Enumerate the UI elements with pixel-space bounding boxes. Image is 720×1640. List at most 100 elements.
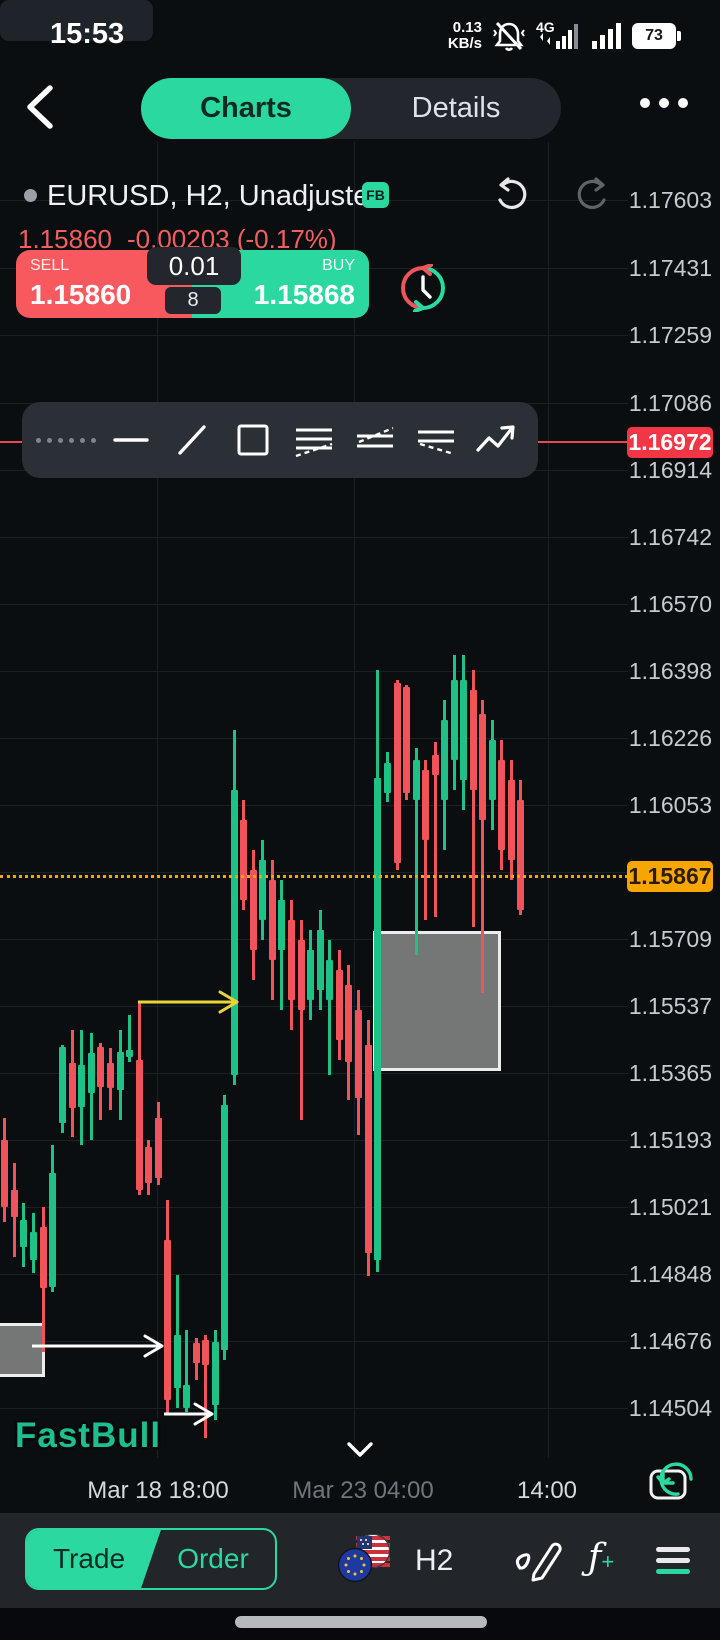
more-menu-button[interactable] <box>640 98 688 108</box>
candle-body <box>249 870 257 950</box>
candle-body <box>144 1147 152 1183</box>
h-gridline <box>0 871 628 873</box>
candle-wick <box>299 920 303 1120</box>
candle-body <box>507 780 515 860</box>
timeframe-button[interactable]: H2 <box>415 1544 454 1577</box>
h-gridline <box>0 536 628 538</box>
fb-broker-badge[interactable]: FB <box>362 182 389 208</box>
candle-body <box>440 720 448 800</box>
battery-icon: 73 <box>632 23 681 49</box>
candle-body <box>116 1052 124 1090</box>
back-button[interactable] <box>22 84 56 130</box>
lot-size-field[interactable]: 0.01 <box>147 247 241 285</box>
drag-handle[interactable] <box>36 402 96 478</box>
sell-price: 1.15860 <box>30 279 132 310</box>
candle-body <box>344 985 352 1062</box>
undo-button[interactable] <box>492 176 530 214</box>
alert-price-line <box>0 875 628 878</box>
trade-segment[interactable] <box>27 1530 161 1588</box>
signal-bars-icon <box>592 23 621 49</box>
trading-hours-clock-icon[interactable] <box>399 264 447 312</box>
symbol-status-dot <box>24 189 37 202</box>
h-gridline <box>0 670 628 672</box>
zigzag-trend-tool[interactable] <box>471 402 524 478</box>
sell-label: SELL <box>30 257 70 274</box>
h-gridline <box>0 1206 628 1208</box>
candle-body <box>268 880 276 960</box>
status-icons: 0.13 KB/s 4G 73 <box>448 16 681 56</box>
trade-button[interactable]: Trade <box>52 1543 126 1574</box>
candle-body <box>287 920 295 1000</box>
order-button[interactable]: Order <box>177 1543 249 1574</box>
h-gridline <box>0 199 628 201</box>
candle-body <box>163 1240 171 1400</box>
price-axis-label: 1.15537 <box>628 993 712 1019</box>
candle-body <box>29 1232 37 1260</box>
price-axis-label: 1.17086 <box>628 390 712 416</box>
candle-body <box>306 950 314 1000</box>
price-axis-label: 1.15365 <box>628 1060 712 1086</box>
h-gridline <box>0 1139 628 1141</box>
drawn-rectangle-annotation <box>0 1323 45 1377</box>
current-price-label: 1.16972 <box>627 427 713 458</box>
candle-body <box>402 687 410 793</box>
candle-body <box>431 755 439 775</box>
price-axis-label: 1.17431 <box>628 255 712 281</box>
candle-wick <box>184 1330 188 1412</box>
horizontal-line-tool[interactable] <box>104 402 157 478</box>
candle-body <box>335 970 343 1040</box>
candle-body <box>297 940 305 1010</box>
price-axis-label: 1.16570 <box>628 591 712 617</box>
last-price: 1.15860 <box>18 224 112 254</box>
candle-wick <box>414 748 418 955</box>
rectangle-tool[interactable] <box>226 402 279 478</box>
redo-button[interactable] <box>574 176 612 214</box>
eurusd-pair-flags-icon <box>337 1534 390 1583</box>
candle-body <box>211 1342 219 1405</box>
candle-body <box>0 1140 8 1207</box>
add-indicator-button[interactable]: ƒ+ <box>588 1537 615 1578</box>
price-axis-label: 1.14848 <box>628 1261 712 1287</box>
tab-details[interactable]: Details <box>411 92 501 124</box>
candle-wick <box>433 742 437 917</box>
v-gridline <box>354 142 355 1458</box>
price-axis-label: 1.16053 <box>628 792 712 818</box>
reset-chart-view-button[interactable] <box>645 1457 697 1507</box>
rising-channel-tool[interactable] <box>349 402 402 478</box>
candle-body <box>469 690 477 790</box>
h-gridline <box>0 804 628 806</box>
tab-charts[interactable]: Charts <box>141 78 351 139</box>
drawing-toolbar <box>22 402 538 478</box>
chevron-down-icon <box>347 1442 373 1457</box>
candle-body <box>77 1065 85 1107</box>
candle-body <box>192 1343 200 1363</box>
alert-price-label: 1.15867 <box>627 861 713 892</box>
price-axis-label: 1.14676 <box>628 1328 712 1354</box>
falling-channel-tool[interactable] <box>410 402 463 478</box>
candle-body <box>39 1227 47 1288</box>
candle-body <box>412 760 420 800</box>
h-gridline <box>0 603 628 605</box>
time-axis-label: Mar 23 04:00 <box>292 1477 434 1504</box>
v-gridline <box>548 142 549 1458</box>
candle-body <box>277 900 285 950</box>
home-indicator[interactable] <box>235 1616 487 1628</box>
parallel-channel-tool[interactable] <box>287 402 340 478</box>
svg-text:4G: 4G <box>536 19 555 35</box>
candle-body <box>459 680 467 780</box>
candle-body <box>239 820 247 900</box>
candle-body <box>182 1385 190 1408</box>
trend-line-tool[interactable] <box>165 402 218 478</box>
time-axis-label: 14:00 <box>516 1477 578 1504</box>
h-gridline <box>0 938 628 940</box>
candle-body <box>450 680 458 760</box>
h-gridline <box>0 737 628 739</box>
eu-flag-icon <box>337 1547 373 1583</box>
candle-wick <box>480 700 484 993</box>
draw-tool-button[interactable] <box>512 1538 564 1582</box>
candle-body <box>10 1190 18 1217</box>
drawn-rectangle-annotation <box>373 931 501 1071</box>
time-axis-pill <box>0 0 153 41</box>
menu-button[interactable] <box>656 1547 690 1574</box>
